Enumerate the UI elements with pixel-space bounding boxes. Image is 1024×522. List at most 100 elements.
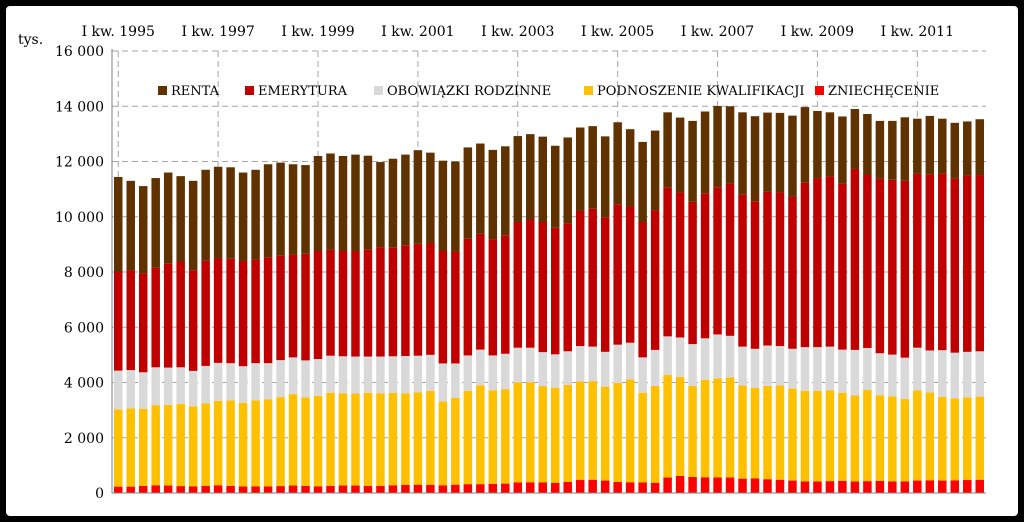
bar-segment (288, 357, 298, 395)
bar-segment (575, 480, 585, 493)
bar-segment (238, 402, 248, 487)
bar-segment (401, 245, 410, 356)
bar-segment (625, 206, 635, 343)
bar-segment (376, 356, 385, 394)
bar-segment (114, 409, 123, 487)
bar-segment (213, 401, 223, 486)
bar-segment (600, 136, 610, 218)
bar-segment (725, 377, 735, 478)
bar-segment (888, 179, 897, 355)
bar-segment (351, 393, 360, 486)
bar-segment (501, 146, 510, 236)
bar-segment (326, 355, 335, 393)
bar-segment (613, 383, 622, 482)
bar-segment (650, 385, 660, 483)
bar-segment (388, 393, 398, 486)
bar-segment (263, 486, 273, 493)
bar-segment (750, 116, 760, 202)
bar-segment (126, 486, 135, 493)
bar-segment (713, 378, 722, 478)
bar-segment (775, 479, 785, 493)
bar-segment (863, 174, 872, 348)
x-tick-label: I kw. 2005 (581, 24, 654, 40)
bar-segment (675, 192, 685, 338)
bar-segment (351, 356, 360, 394)
bar-segment (688, 201, 697, 345)
legend-label: ZNIECHĘCENIE (828, 84, 939, 99)
bar-segment (426, 390, 435, 485)
bar-segment (763, 385, 772, 480)
bar-segment (913, 390, 922, 481)
bar-segment (201, 485, 210, 493)
bar-segment (338, 251, 348, 357)
bar-segment (251, 363, 260, 401)
bar-segment (750, 478, 760, 493)
bar-segment (738, 346, 747, 386)
bar-segment (151, 178, 160, 268)
bar-segment (451, 397, 460, 485)
y-tick-label: 2 000 (64, 431, 104, 447)
bar-segment (163, 172, 173, 264)
bar-segment (313, 251, 323, 360)
bar-segment (913, 118, 922, 174)
legend-swatch (584, 86, 593, 95)
bar-segment (288, 485, 298, 493)
bar-segment (700, 379, 710, 478)
bar-segment (650, 482, 660, 493)
bar-segment (900, 117, 910, 181)
bar-segment (775, 346, 785, 386)
bar-segment (413, 243, 423, 356)
bar-segment (451, 161, 460, 252)
bar-segment (551, 387, 560, 483)
bar-segment (788, 348, 797, 389)
bar-segment (575, 346, 585, 382)
bar-segment (663, 336, 672, 376)
bar-segment (800, 107, 810, 183)
bar-segment (625, 482, 635, 493)
bar-segment (875, 353, 885, 396)
bar-segment (501, 389, 510, 484)
bar-segment (251, 169, 260, 260)
bar-segment (126, 180, 135, 271)
bar-segment (700, 338, 710, 380)
bar-segment (501, 483, 510, 493)
bar-segment (438, 401, 448, 486)
x-tick-label: I kw. 1995 (82, 24, 155, 40)
bar-segment (476, 385, 485, 485)
legend-label: OBOWIĄZKI RODZINNE (387, 84, 551, 99)
bar-segment (138, 372, 148, 409)
bar-segment (188, 270, 198, 371)
bar-segment (351, 251, 360, 357)
bar-segment (263, 399, 273, 487)
bar-segment (875, 480, 885, 493)
bar-segment (526, 382, 535, 483)
bar-segment (900, 357, 910, 400)
bar-segment (600, 217, 610, 352)
bar-segment (201, 365, 210, 404)
bar-segment (476, 349, 485, 386)
bar-segment (201, 260, 210, 366)
bar-segment (563, 223, 572, 352)
bar-segment (788, 196, 797, 349)
bar-segment (188, 406, 198, 487)
bar-segment (600, 386, 610, 481)
bar-segment (213, 362, 223, 402)
bar-segment (938, 118, 947, 174)
bar-segment (638, 222, 647, 358)
legend-item: ZNIECHĘCENIE (815, 84, 939, 99)
bar-segment (713, 187, 722, 335)
bar-segment (226, 363, 235, 401)
legend: RENTA EMERYTURA OBOWIĄZKI RODZINNE PODNOSZE… (158, 84, 939, 99)
bar-segment (713, 477, 722, 493)
bar-segment (238, 366, 248, 403)
bar-segment (875, 395, 885, 481)
unit-label: tys. (18, 32, 43, 48)
bar-segment (813, 347, 822, 391)
bar-segment (700, 111, 710, 194)
bar-segment (775, 192, 785, 347)
bar-segment (725, 106, 735, 184)
bar-segment (863, 347, 872, 390)
bar-segment (688, 385, 697, 477)
bar-segment (413, 484, 423, 493)
bar-segment (538, 352, 547, 387)
